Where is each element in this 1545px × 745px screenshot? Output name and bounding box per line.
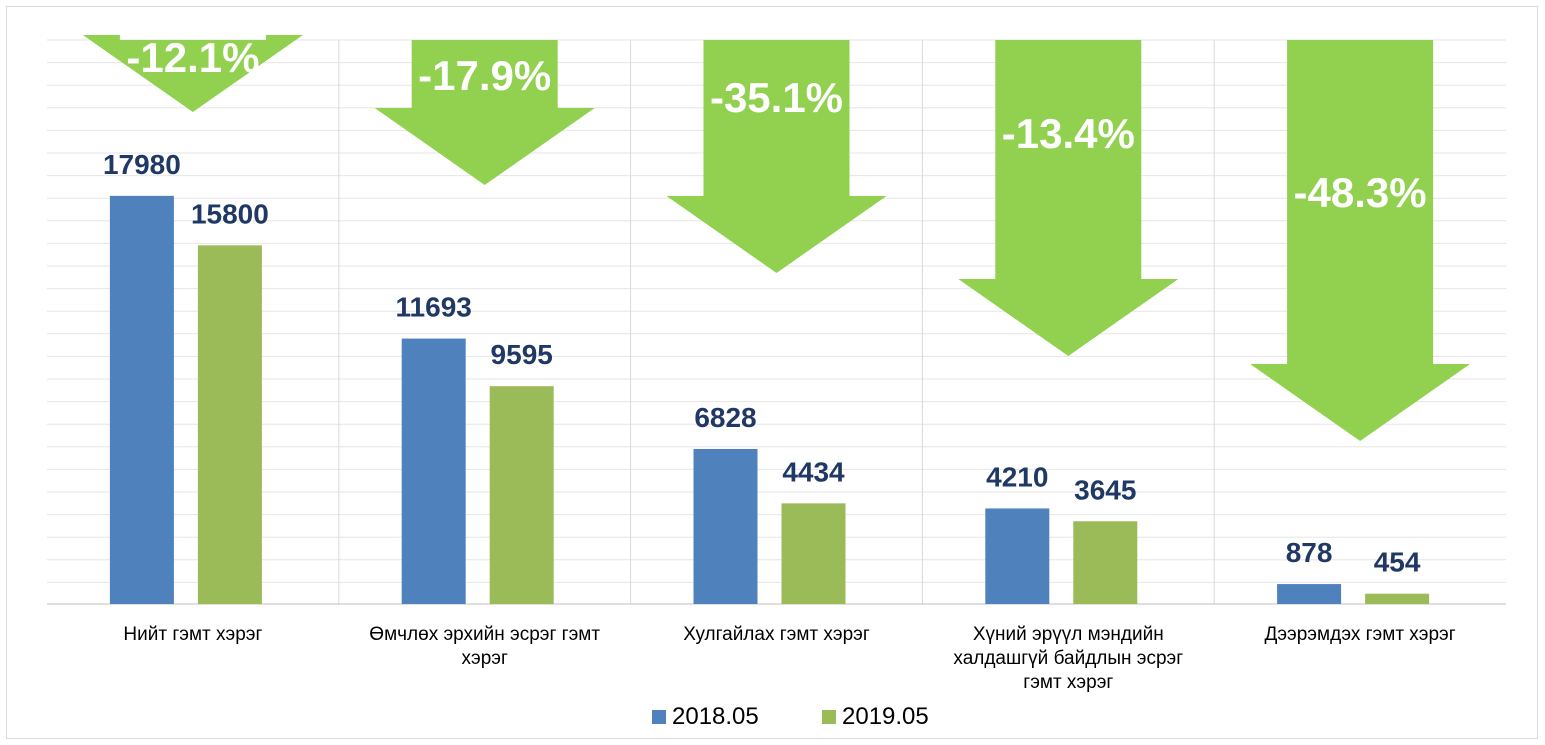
bar-2018 bbox=[109, 195, 174, 604]
bar-2018 bbox=[1277, 584, 1342, 604]
bar-2019 bbox=[197, 245, 262, 604]
bar-value-label: 454 bbox=[1374, 547, 1421, 578]
decrease-arrow bbox=[1250, 40, 1471, 441]
decrease-arrow bbox=[82, 35, 303, 112]
bar-value-label: 6828 bbox=[694, 402, 756, 433]
bar-value-label: 11693 bbox=[396, 292, 472, 323]
legend-item-2018-label: 2018.05 bbox=[672, 703, 759, 730]
bar-value-label: 17980 bbox=[103, 149, 181, 180]
bar-value-label: 878 bbox=[1286, 537, 1333, 568]
bar-value-label: 4210 bbox=[986, 461, 1048, 492]
bar-2019 bbox=[1073, 521, 1138, 604]
change-percent-label: -12.1% bbox=[126, 34, 259, 81]
category-label: Хүний эрүүл мэндийн халдашгүй байдлын эср… bbox=[953, 624, 1183, 693]
change-percent-label: -35.1% bbox=[710, 74, 843, 121]
decrease-arrow bbox=[374, 40, 595, 185]
legend-item-2019-swatch bbox=[822, 710, 836, 724]
bar-value-label: 15800 bbox=[191, 198, 269, 229]
bar-2018 bbox=[401, 338, 466, 604]
bar-2018 bbox=[985, 508, 1050, 604]
bar-value-label: 3645 bbox=[1074, 474, 1136, 505]
legend-item-2019-label: 2019.05 bbox=[842, 703, 929, 730]
decrease-arrow bbox=[666, 40, 887, 273]
change-percent-label: -48.3% bbox=[1294, 169, 1427, 216]
legend-item-2018-swatch bbox=[652, 710, 666, 724]
bar-2019 bbox=[1365, 593, 1430, 604]
change-percent-label: -17.9% bbox=[418, 52, 551, 99]
bar-2018 bbox=[693, 449, 758, 604]
decrease-arrow bbox=[958, 40, 1179, 356]
category-label: Дээрэмдэх гэмт хэрэг bbox=[1264, 624, 1455, 645]
bar-value-label: 9595 bbox=[491, 339, 553, 370]
category-label: Нийт гэмт хэрэг bbox=[123, 624, 262, 645]
bar-2019 bbox=[489, 386, 554, 604]
category-label: Өмчлөх эрхийн эсрэг гэмт хэрэг bbox=[369, 624, 600, 669]
change-percent-label: -13.4% bbox=[1002, 110, 1135, 157]
bar-2019 bbox=[781, 503, 846, 604]
category-label: Хулгайлах гэмт хэрэг bbox=[683, 624, 870, 645]
bar-value-label: 4434 bbox=[782, 456, 845, 487]
